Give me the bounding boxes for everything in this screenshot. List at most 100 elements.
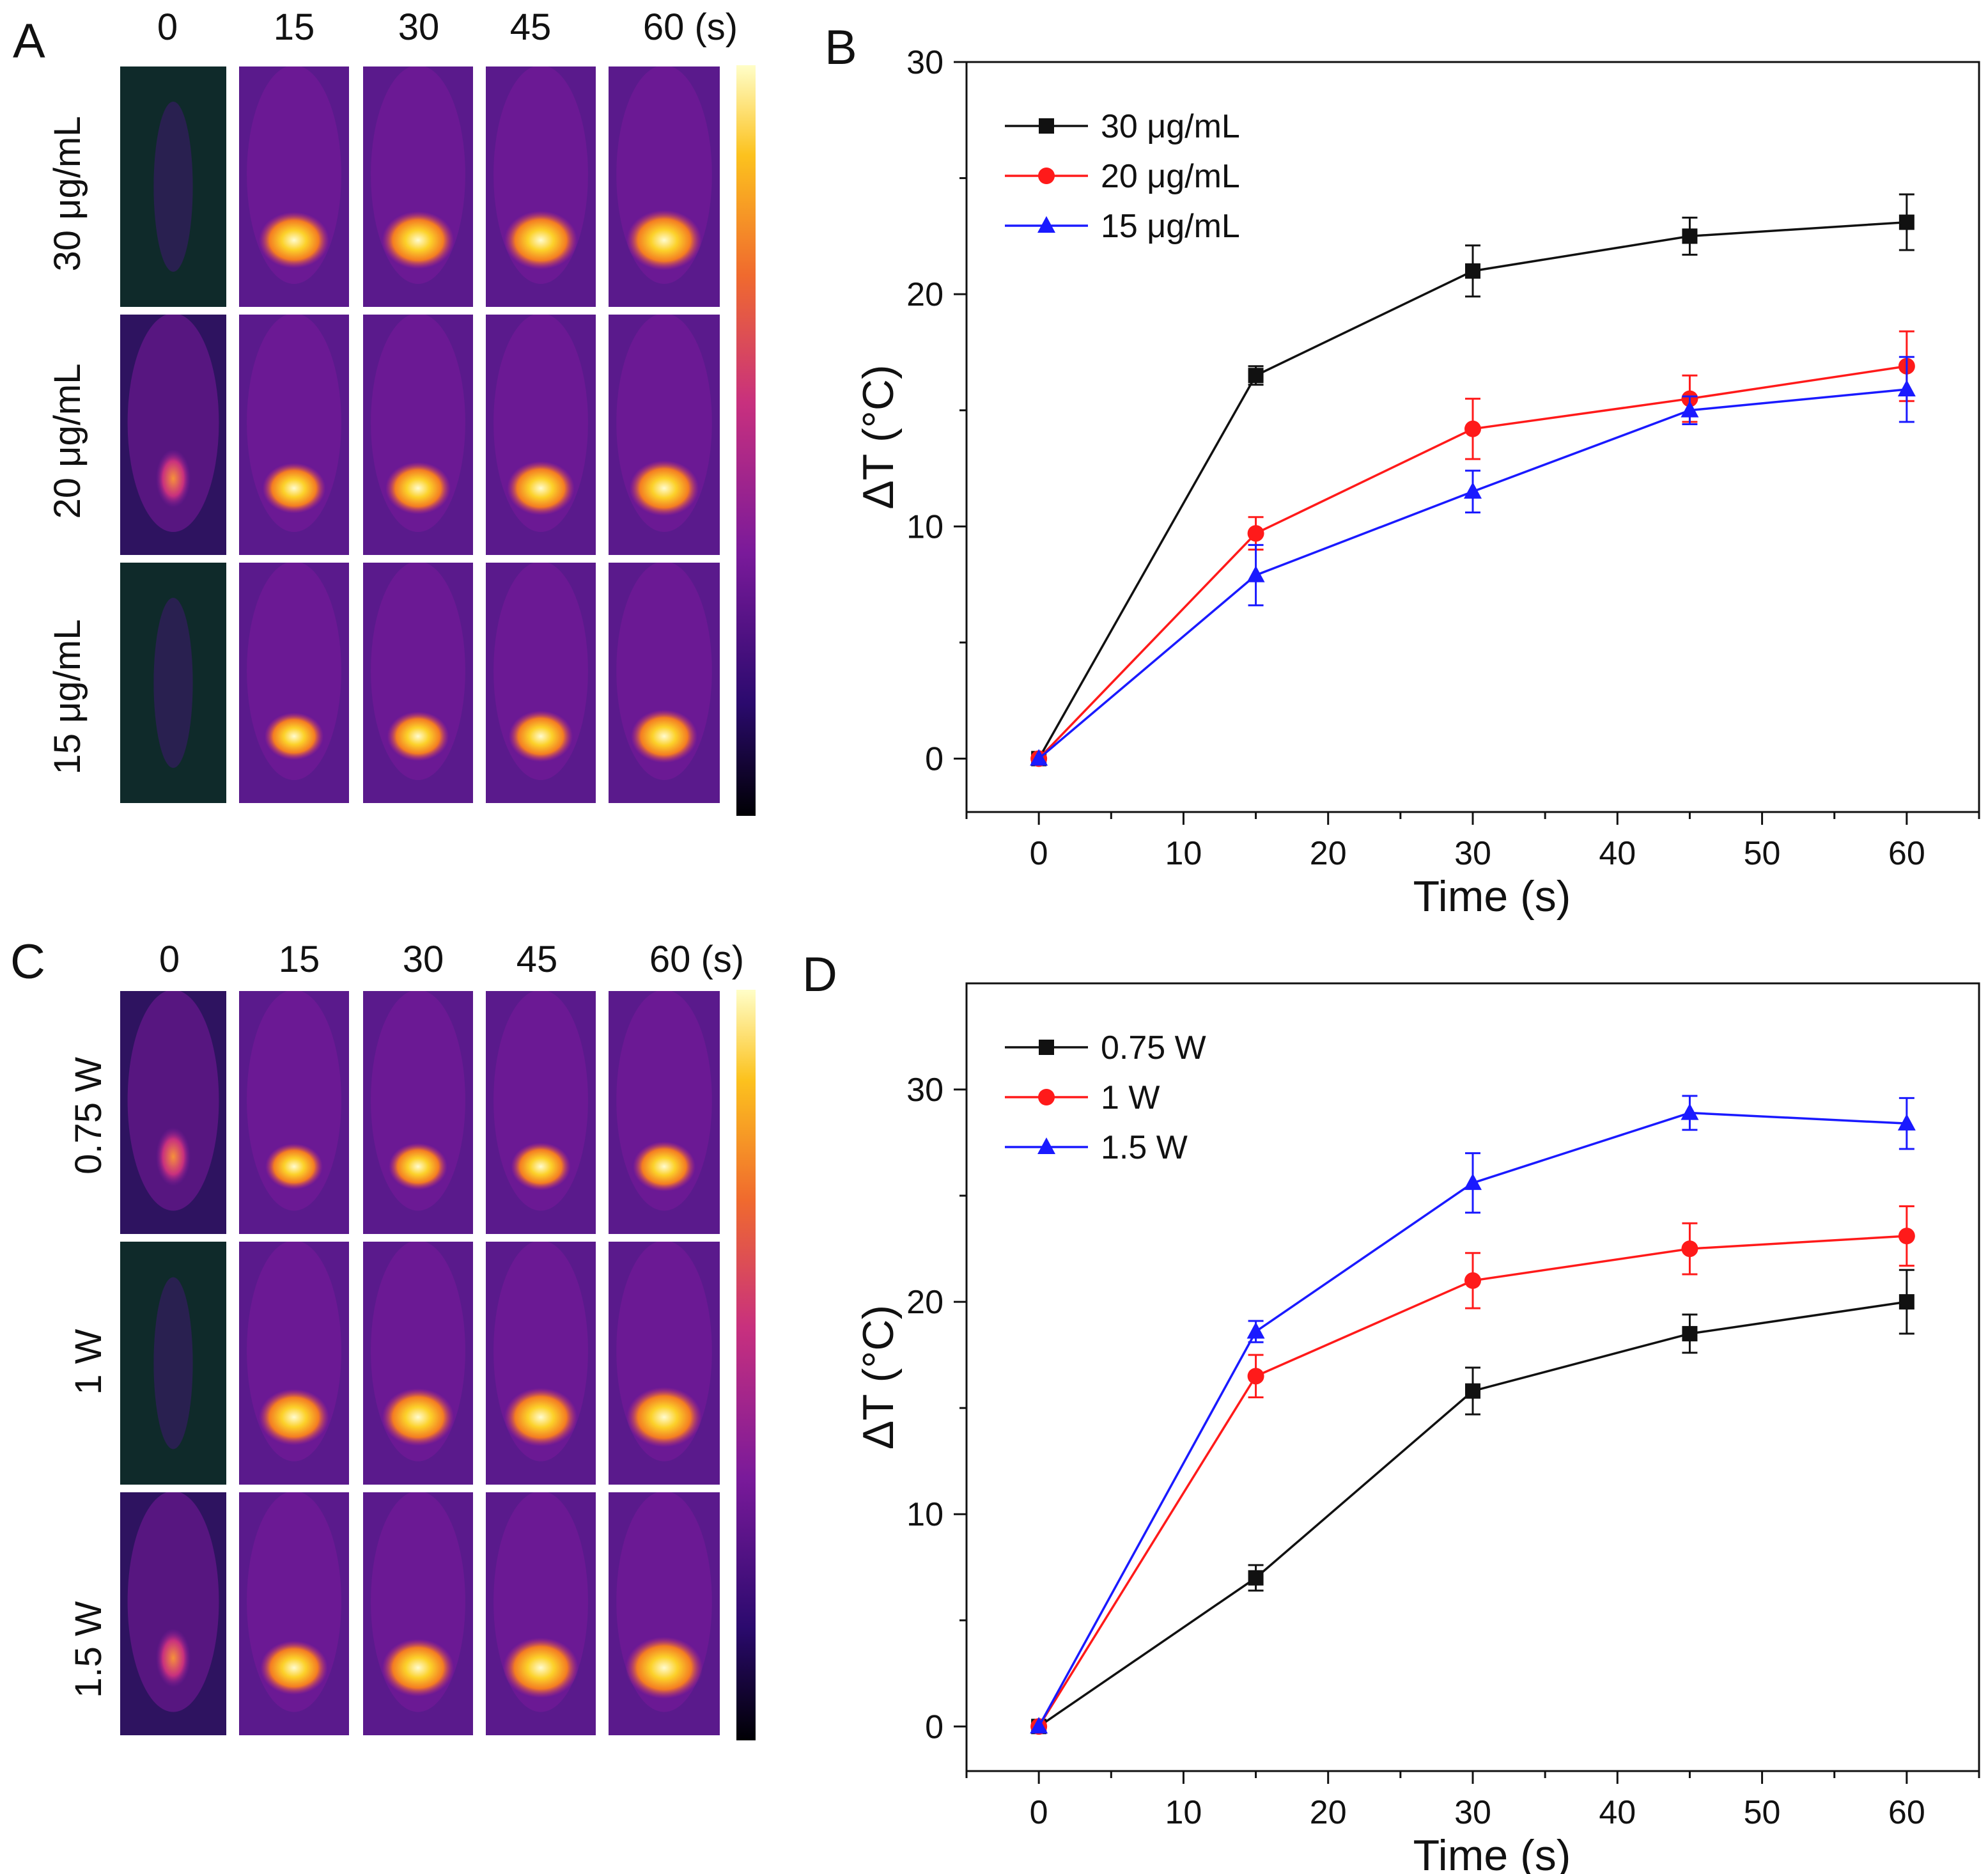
thermal-image-border	[361, 312, 476, 558]
x-tick-label: 30	[1454, 1794, 1491, 1831]
panel-c: C 0 15 30 45 60 (s) 0.75 W 1 W 1.5 W	[10, 935, 756, 1740]
thermal-image	[237, 988, 352, 1237]
panel-letter-a: A	[13, 14, 45, 68]
legend-entry: 15 μg/mL	[1005, 208, 1240, 245]
data-point	[1030, 1717, 1048, 1734]
row-labels-c: 0.75 W 1 W 1.5 W	[68, 1057, 109, 1698]
warm-spot	[155, 449, 191, 508]
panel-letter-d: D	[802, 948, 837, 1002]
data-point	[1246, 1322, 1265, 1339]
thermal-image	[361, 1490, 476, 1738]
y-tick-label: 20	[906, 1284, 944, 1321]
x-tick-label: 0	[1030, 1794, 1048, 1831]
thermal-image	[361, 988, 476, 1237]
hot-spot	[262, 463, 326, 514]
hot-spot	[508, 710, 573, 762]
hot-spot	[504, 210, 578, 270]
x-tick-label: 50	[1744, 835, 1781, 872]
hot-spot	[625, 1637, 703, 1699]
legend-label: 0.75 W	[1101, 1029, 1206, 1066]
series	[1030, 1205, 1915, 1735]
thermal-image-grid-c	[118, 988, 722, 1738]
thermal-image-border	[483, 64, 598, 309]
hot-spot	[389, 1143, 447, 1191]
series	[1031, 1269, 1914, 1735]
thermal-image	[237, 560, 352, 806]
legend-marker	[1039, 118, 1054, 134]
row-labels-a: 30 μg/mL 20 μg/mL 15 μg/mL	[47, 116, 88, 775]
thermal-image	[483, 988, 598, 1237]
thermal-image-border	[361, 560, 476, 806]
time-label: 15	[274, 6, 315, 48]
thermal-image-border	[118, 1490, 229, 1738]
x-tick-label: 10	[1165, 835, 1202, 872]
data-point	[1681, 1103, 1699, 1120]
legend-label: 20 μg/mL	[1101, 158, 1240, 195]
thermal-image-border	[118, 560, 229, 806]
time-label: 30	[403, 939, 444, 980]
thermal-image-border	[606, 988, 722, 1237]
data-point	[1898, 1228, 1915, 1245]
data-point	[1248, 1570, 1264, 1586]
hot-spot	[633, 1141, 695, 1192]
warm-spot	[155, 1127, 191, 1187]
row-label: 1 W	[68, 1329, 109, 1394]
thermal-image-border	[483, 1239, 598, 1487]
legend-marker	[1037, 216, 1055, 233]
body-glow	[153, 598, 193, 768]
thermal-image	[606, 64, 722, 309]
thermal-image-border	[118, 64, 229, 309]
hot-spot	[503, 1637, 579, 1698]
x-tick-label: 0	[1030, 835, 1048, 872]
legend-marker	[1038, 1089, 1055, 1105]
thermal-image-border	[118, 1239, 229, 1487]
y-tick-label: 20	[906, 276, 944, 313]
series	[1030, 330, 1915, 767]
row-label: 20 μg/mL	[47, 364, 88, 519]
y-tick-label: 10	[906, 508, 944, 545]
thermal-image	[237, 1490, 352, 1738]
data-point	[1897, 380, 1916, 397]
legend-marker	[1037, 1137, 1055, 1154]
thermal-image-border	[483, 312, 598, 558]
body-glow	[127, 1491, 219, 1712]
data-point	[1681, 1240, 1698, 1258]
thermal-image	[361, 560, 476, 806]
x-axis-label: Time (s)	[1413, 1831, 1571, 1874]
hot-spot	[511, 1143, 571, 1191]
hot-spot	[259, 1389, 329, 1446]
colorbar-a	[736, 65, 756, 816]
thermal-image	[118, 312, 229, 558]
time-labels-c: 0 15 30 45 60 (s)	[159, 939, 744, 980]
hot-spot	[630, 709, 698, 763]
series	[1030, 1095, 1916, 1734]
thermal-image	[118, 988, 229, 1237]
legend-marker	[1039, 1040, 1054, 1055]
x-tick-label: 40	[1599, 835, 1636, 872]
thermal-image	[118, 560, 229, 806]
data-point	[1681, 400, 1699, 418]
thermal-image	[361, 312, 476, 558]
data-point	[1465, 1383, 1480, 1399]
thermal-image-border	[606, 560, 722, 806]
hot-spot	[626, 1387, 702, 1448]
body-glow	[127, 990, 219, 1211]
time-label: 60 (s)	[643, 6, 738, 48]
legend-entry: 20 μg/mL	[1005, 158, 1240, 195]
legend-entry: 1 W	[1005, 1079, 1160, 1116]
hot-spot	[629, 460, 699, 517]
x-tick-label: 60	[1888, 1794, 1925, 1831]
thermal-image	[118, 64, 229, 309]
x-tick-label: 40	[1599, 1794, 1636, 1831]
legend-label: 15 μg/mL	[1101, 208, 1240, 245]
data-point	[1247, 525, 1264, 542]
legend-label: 1 W	[1101, 1079, 1160, 1116]
data-point	[1682, 228, 1698, 244]
thermal-image	[483, 1490, 598, 1738]
body-glow	[127, 313, 219, 532]
y-axis-label: ΔT (°C)	[854, 364, 903, 509]
thermal-image	[606, 312, 722, 558]
hot-spot	[259, 212, 329, 269]
data-point	[1464, 1272, 1481, 1289]
